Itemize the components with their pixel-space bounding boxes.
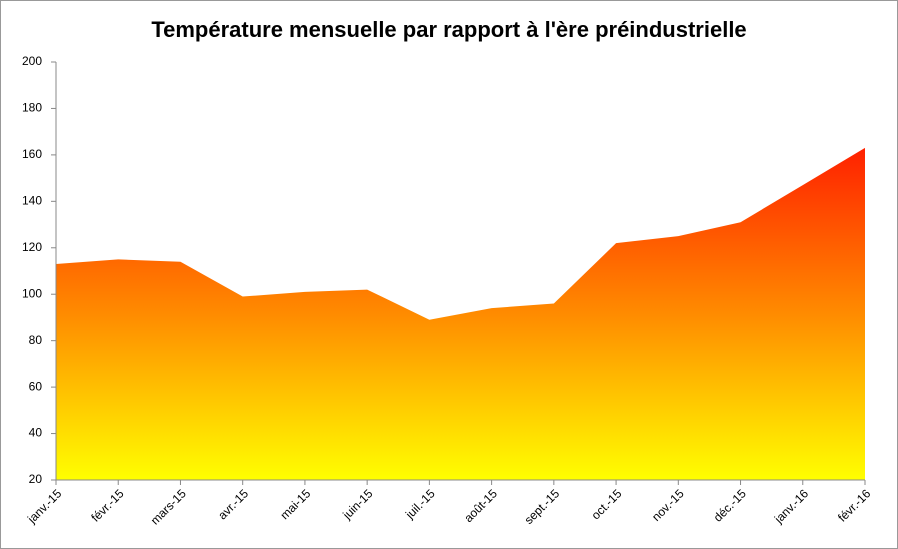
y-tick-label: 40 bbox=[29, 426, 43, 440]
y-tick-label: 100 bbox=[22, 286, 42, 300]
y-tick-label: 200 bbox=[22, 54, 42, 68]
area bbox=[56, 147, 865, 480]
y-tick-label: 160 bbox=[22, 147, 42, 161]
y-tick-label: 120 bbox=[22, 240, 42, 254]
y-tick-label: 140 bbox=[22, 194, 42, 208]
chart-title: Température mensuelle par rapport à l'èr… bbox=[151, 17, 746, 42]
y-tick-label: 180 bbox=[22, 101, 42, 115]
y-tick-label: 60 bbox=[29, 379, 43, 393]
y-tick-label: 20 bbox=[29, 472, 43, 486]
y-tick-label: 80 bbox=[29, 333, 43, 347]
